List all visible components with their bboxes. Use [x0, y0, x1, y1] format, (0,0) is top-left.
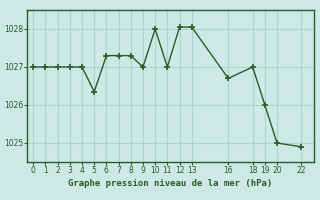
X-axis label: Graphe pression niveau de la mer (hPa): Graphe pression niveau de la mer (hPa) [68, 179, 273, 188]
